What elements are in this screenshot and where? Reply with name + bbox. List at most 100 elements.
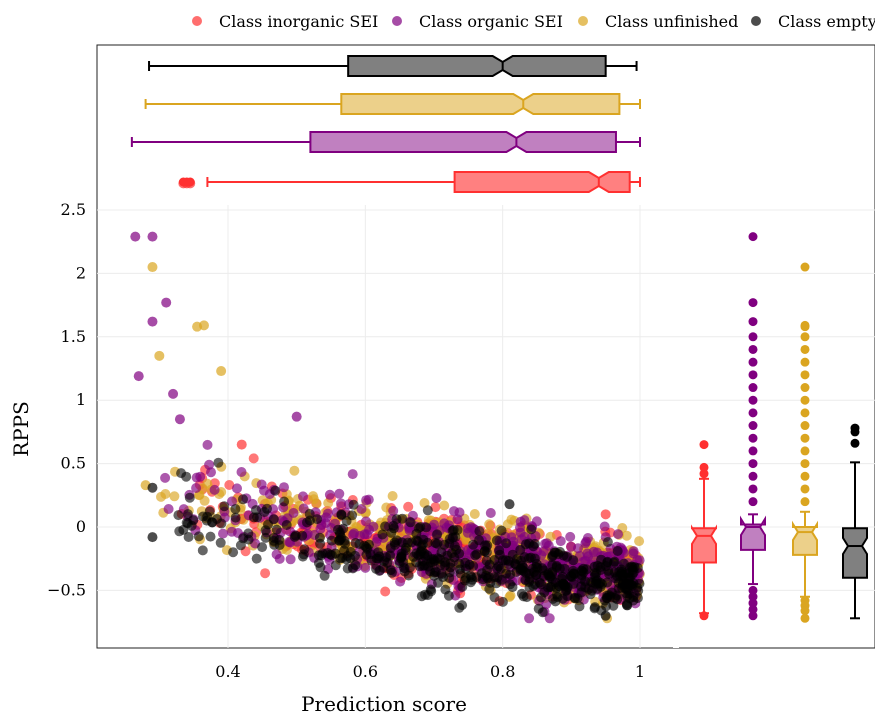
y-boxplot	[740, 232, 766, 621]
box	[309, 131, 617, 153]
data-point	[256, 479, 267, 490]
data-point	[197, 545, 208, 556]
data-point	[183, 532, 194, 542]
box	[347, 55, 607, 77]
outlier-point	[748, 298, 758, 308]
data-point	[616, 564, 627, 575]
data-point	[251, 553, 262, 564]
data-point	[502, 519, 513, 530]
data-point	[259, 507, 270, 517]
data-point	[430, 502, 441, 513]
y-tick-label: 1.5	[61, 327, 86, 346]
outlier-point	[748, 317, 758, 327]
outlier-point	[800, 332, 810, 342]
data-point	[252, 512, 263, 523]
data-point	[232, 483, 242, 494]
data-point	[336, 498, 346, 509]
data-point	[602, 537, 613, 547]
data-point	[191, 483, 202, 493]
outlier-point	[748, 484, 758, 494]
data-point	[565, 531, 576, 542]
outlier-point	[800, 446, 810, 456]
data-point	[425, 584, 436, 595]
data-point	[559, 563, 570, 574]
data-point	[380, 586, 391, 597]
data-point	[386, 567, 397, 578]
data-point	[589, 602, 600, 613]
outlier-point	[748, 459, 758, 469]
data-point	[361, 516, 371, 527]
data-point	[452, 514, 463, 525]
outlier-point	[800, 370, 810, 380]
data-point	[489, 572, 500, 583]
data-point	[444, 538, 455, 549]
legend-label: Class organic SEI	[419, 12, 563, 31]
x-tick-label: 0.8	[490, 662, 515, 681]
plot-border	[96, 44, 875, 649]
data-point	[541, 538, 552, 549]
data-point	[555, 536, 566, 547]
outlier-point	[800, 262, 810, 272]
data-point	[405, 517, 416, 528]
data-point	[236, 439, 247, 450]
data-point	[193, 531, 204, 542]
data-point	[604, 569, 615, 579]
data-point	[178, 524, 189, 535]
y-tick-label: 0.5	[61, 454, 86, 473]
scatter-series	[147, 457, 645, 621]
data-point	[371, 563, 381, 574]
outlier-point	[850, 438, 860, 448]
data-point	[413, 523, 424, 534]
x-boxplot	[144, 93, 641, 115]
data-point	[202, 439, 213, 450]
outlier-point	[800, 408, 810, 418]
data-point	[216, 518, 227, 529]
data-point	[227, 496, 237, 507]
data-point	[363, 494, 374, 505]
data-point	[417, 560, 428, 571]
data-point	[230, 504, 241, 514]
data-point	[519, 515, 530, 526]
x-boxplots	[130, 55, 641, 193]
data-point	[431, 493, 442, 503]
data-point	[215, 537, 226, 548]
data-point	[342, 563, 353, 574]
outlier-point	[800, 613, 810, 623]
data-point	[348, 499, 359, 510]
outlier-point	[748, 598, 758, 608]
data-point	[274, 553, 285, 564]
data-point	[313, 558, 324, 568]
y-tick-label: −0.5	[47, 580, 86, 599]
data-point	[632, 593, 643, 603]
data-point	[403, 570, 414, 581]
data-point	[216, 366, 227, 377]
x-tick-label: 0.4	[215, 662, 240, 681]
data-point	[317, 548, 328, 559]
data-point	[576, 581, 587, 592]
outlier-point	[748, 604, 758, 614]
data-point	[524, 538, 534, 549]
data-point	[207, 517, 218, 528]
outlier-point	[800, 471, 810, 481]
outlier-point	[748, 408, 758, 418]
data-point	[418, 534, 429, 545]
data-point	[326, 535, 337, 546]
data-point	[218, 528, 228, 539]
data-point	[174, 414, 185, 425]
y-axis-title: RPPS	[9, 401, 33, 457]
data-point	[288, 508, 299, 518]
data-point	[561, 584, 572, 595]
data-point	[505, 579, 516, 590]
data-point	[270, 485, 281, 496]
outlier-point	[800, 322, 810, 332]
data-point	[323, 498, 334, 508]
data-point	[161, 297, 172, 308]
data-point	[596, 554, 607, 565]
data-point	[192, 321, 203, 332]
outlier-point	[748, 395, 758, 405]
data-point	[209, 484, 220, 495]
data-point	[322, 508, 333, 519]
data-point	[154, 350, 165, 361]
data-point	[516, 588, 527, 599]
data-point	[325, 549, 336, 560]
